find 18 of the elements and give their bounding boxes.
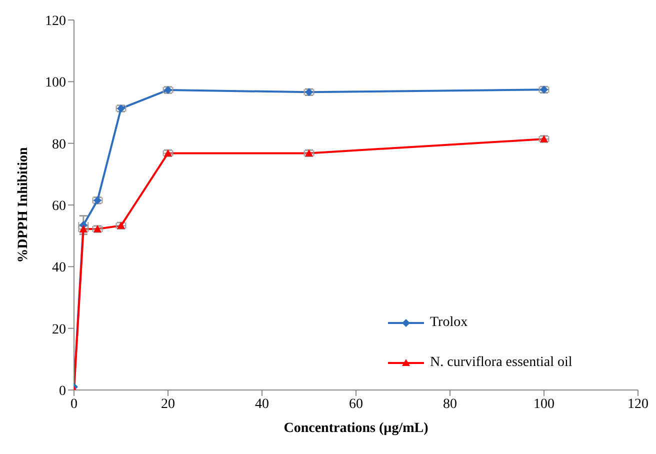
x-tick-label: 60 — [349, 396, 363, 412]
x-tick-label: 0 — [70, 396, 78, 412]
y-tick-label: 80 — [52, 137, 66, 152]
x-tick-label: 20 — [161, 396, 175, 412]
x-tick-label: 100 — [534, 396, 554, 412]
x-tick-label: 40 — [255, 396, 269, 412]
y-tick-label: 100 — [45, 76, 66, 91]
y-tick-label: 60 — [52, 198, 66, 214]
x-tick-label: 80 — [443, 396, 457, 412]
x-axis-title: Concentrations (µg/mL) — [284, 421, 429, 436]
y-tick-label: 120 — [45, 14, 66, 29]
y-axis-title: %DPPH Inhibition — [16, 147, 31, 263]
legend-label: Trolox — [430, 315, 468, 331]
y-tick-label: 40 — [52, 260, 66, 276]
y-tick-label: 20 — [52, 322, 66, 338]
legend-label: N. curviflora essential oil — [430, 355, 572, 371]
x-tick-label: 120 — [628, 396, 648, 412]
y-tick-label: 0 — [59, 384, 66, 399]
